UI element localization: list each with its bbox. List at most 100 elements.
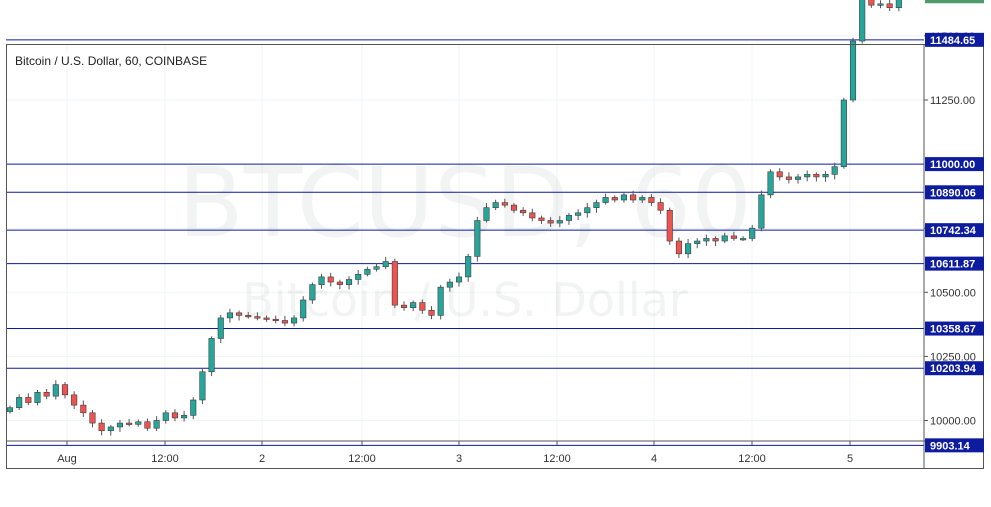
candle-body xyxy=(831,166,838,175)
x-tick-label: 3 xyxy=(456,453,462,465)
candle-body xyxy=(804,174,811,178)
candle-body xyxy=(345,279,353,285)
candle-body xyxy=(199,371,206,401)
candle-body xyxy=(217,317,224,339)
level-label: 10742.34 xyxy=(930,225,977,237)
candle-body xyxy=(52,384,59,397)
candle-body xyxy=(868,0,875,6)
candle-body xyxy=(373,266,380,270)
candle-body xyxy=(886,3,893,8)
candle-body xyxy=(107,426,114,432)
candle-body xyxy=(382,261,389,267)
x-tick-label: 12:00 xyxy=(543,453,571,465)
x-tick-label: 4 xyxy=(651,453,657,465)
candle-body xyxy=(446,281,453,288)
candle-body xyxy=(34,391,41,403)
candle-body xyxy=(171,412,178,419)
x-tick-label: 12:00 xyxy=(738,453,766,465)
time-axis: Aug 12:00 2 12:00 3 12:00 4 12:00 5 xyxy=(57,441,853,465)
candle-body xyxy=(721,235,728,242)
candle-body xyxy=(666,209,673,242)
y-tick-label: 11250.00 xyxy=(930,95,975,107)
level-label: 9903.14 xyxy=(930,440,971,452)
candle-body xyxy=(162,412,169,421)
candle-body xyxy=(80,404,87,414)
candle-body xyxy=(153,420,160,429)
candle-body xyxy=(776,171,783,178)
candle-body xyxy=(895,0,902,8)
current-price-box xyxy=(925,0,984,4)
x-tick-label: 12:00 xyxy=(348,453,376,465)
title-background xyxy=(12,52,218,68)
candle-body xyxy=(822,174,829,178)
candle-body xyxy=(565,215,573,221)
candle-body xyxy=(355,274,362,280)
candle-body xyxy=(474,220,481,257)
candle-body xyxy=(226,312,233,319)
level-label: 11484.65 xyxy=(930,35,975,47)
candle-body xyxy=(144,421,151,429)
candle-body xyxy=(639,197,646,201)
candle-body xyxy=(813,174,820,178)
chart-frame xyxy=(6,44,984,469)
candle-body xyxy=(510,204,518,211)
candle-body xyxy=(126,422,133,425)
candle-body xyxy=(71,394,78,406)
watermark: BTCUSD, 60 Bitcoin / U.S. Dollar xyxy=(178,147,752,327)
candles xyxy=(6,0,902,436)
candle-body xyxy=(492,202,499,208)
candle-body xyxy=(584,207,591,214)
candle-body xyxy=(208,338,215,373)
candle-body xyxy=(630,194,637,201)
level-labels: 12804.2412171.0911726.2311484.6511000.00… xyxy=(925,32,984,453)
chart-background xyxy=(6,44,984,469)
candle-body xyxy=(263,317,270,320)
y-tick-label: 10500.00 xyxy=(930,287,976,299)
candle-body xyxy=(703,238,710,242)
candle-body xyxy=(685,243,692,255)
candle-body xyxy=(840,99,847,167)
x-tick-label: 2 xyxy=(259,453,265,465)
candle-body xyxy=(675,240,682,255)
level-label-box xyxy=(925,256,984,271)
candle-body xyxy=(785,176,792,180)
candle-body xyxy=(575,212,582,216)
y-tick-label: 10250.00 xyxy=(930,351,976,363)
candle-body xyxy=(593,202,600,208)
level-label-box xyxy=(925,157,984,172)
watermark-symbol: BTCUSD, 60 xyxy=(178,147,752,259)
candle-body xyxy=(547,220,554,224)
candle-body xyxy=(281,320,288,324)
countdown-label: 42:29 xyxy=(934,0,962,2)
candle-body xyxy=(794,176,802,180)
candle-body xyxy=(620,194,627,201)
candle-body xyxy=(236,312,243,316)
level-label: 10611.87 xyxy=(930,259,975,271)
y-tick-label: 10000.00 xyxy=(930,416,976,428)
candle-body xyxy=(767,171,774,196)
watermark-name: Bitcoin / U.S. Dollar xyxy=(242,273,688,327)
candle-body xyxy=(89,412,96,424)
candle-body xyxy=(245,315,252,318)
candle-body xyxy=(657,202,664,211)
candle-body xyxy=(849,40,857,101)
candle-body xyxy=(611,197,618,201)
level-label-box xyxy=(925,185,984,200)
candle-body xyxy=(116,422,124,428)
x-tick-label: 12:00 xyxy=(151,453,179,465)
candle-body xyxy=(428,309,435,316)
candle-body xyxy=(318,276,325,285)
grid xyxy=(6,35,924,441)
candle-body xyxy=(602,197,609,203)
candle-body xyxy=(400,304,408,308)
candle-body xyxy=(309,284,316,301)
candle-body xyxy=(272,318,279,322)
candle-body xyxy=(758,194,765,229)
candle-body xyxy=(455,276,463,283)
candle-body xyxy=(529,212,536,219)
candle-body xyxy=(419,302,426,311)
candle-body xyxy=(483,207,490,221)
candle-body xyxy=(501,202,508,206)
candle-body xyxy=(364,268,371,275)
